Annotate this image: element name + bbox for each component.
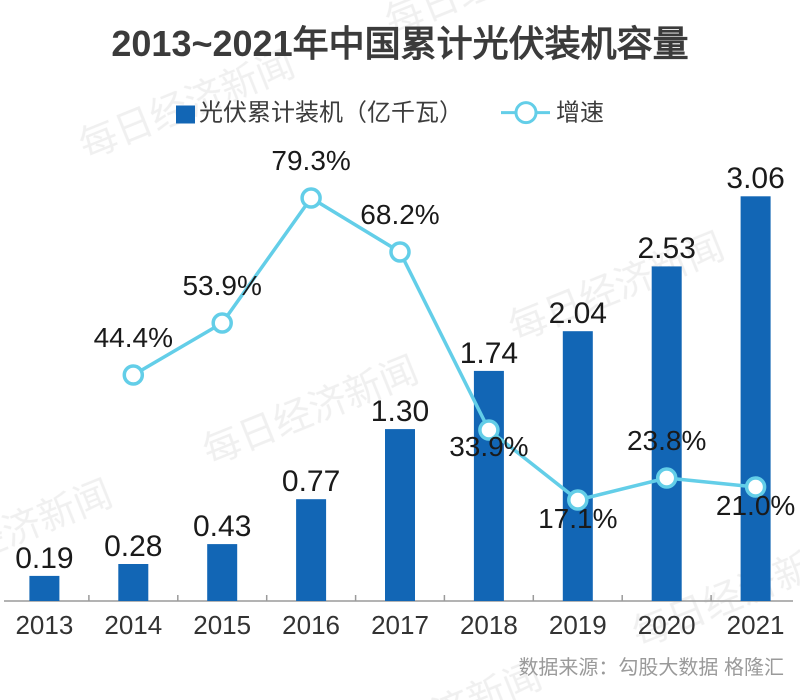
svg-text:2014: 2014 [104, 610, 162, 640]
svg-text:2015: 2015 [193, 610, 251, 640]
svg-text:0.28: 0.28 [104, 530, 162, 563]
svg-text:光伏累计装机（亿千瓦）: 光伏累计装机（亿千瓦） [199, 100, 463, 127]
svg-text:53.9%: 53.9% [182, 270, 261, 301]
svg-text:21.0%: 21.0% [716, 490, 795, 521]
svg-text:17.1%: 17.1% [538, 503, 617, 534]
svg-text:数据来源：勾股大数据 格隆汇: 数据来源：勾股大数据 格隆汇 [518, 656, 784, 679]
svg-text:2.04: 2.04 [549, 297, 607, 330]
svg-text:1.30: 1.30 [371, 395, 429, 428]
svg-text:33.9%: 33.9% [449, 431, 528, 462]
svg-text:2018: 2018 [460, 610, 518, 640]
svg-text:2016: 2016 [282, 610, 340, 640]
svg-text:44.4%: 44.4% [94, 322, 173, 353]
svg-text:2.53: 2.53 [638, 232, 696, 265]
svg-text:79.3%: 79.3% [271, 145, 350, 176]
svg-text:2013: 2013 [15, 610, 73, 640]
svg-text:0.19: 0.19 [15, 542, 73, 575]
svg-text:2020: 2020 [638, 610, 696, 640]
svg-text:3.06: 3.06 [726, 162, 784, 195]
svg-text:68.2%: 68.2% [360, 199, 439, 230]
svg-text:1.74: 1.74 [460, 337, 518, 370]
svg-text:23.8%: 23.8% [627, 425, 706, 456]
svg-text:0.43: 0.43 [193, 510, 251, 543]
svg-text:2019: 2019 [549, 610, 607, 640]
svg-text:2021: 2021 [727, 610, 785, 640]
svg-text:2013~2021年中国累计光伏装机容量: 2013~2021年中国累计光伏装机容量 [111, 23, 688, 64]
svg-text:2017: 2017 [371, 610, 429, 640]
svg-text:增速: 增速 [556, 100, 604, 127]
svg-text:0.77: 0.77 [282, 465, 340, 498]
